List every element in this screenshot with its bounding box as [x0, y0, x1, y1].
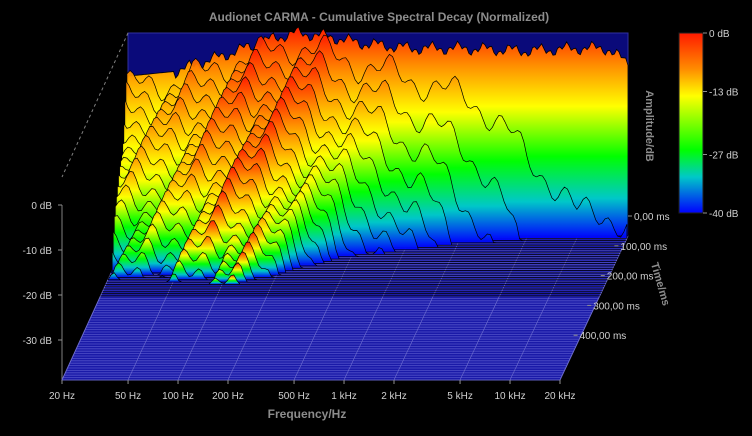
frequency-axis: 20 Hz 50 Hz 100 Hz 200 Hz 500 Hz 1 kHz 2 kHz 5 …: [49, 380, 576, 402]
floor-freq-line: [509, 235, 579, 381]
colorbar-legend: 0 dB -13 dB -27 dB -40 dB: [678, 29, 739, 220]
time-axis-label: Time/ms: [648, 261, 672, 307]
colorbar-tick-label: -27 dB: [709, 151, 739, 162]
t-tick-label: 300,00 ms: [593, 301, 640, 312]
colorbar-tick-label: -13 dB: [709, 88, 739, 99]
floor-freq-line: [293, 235, 362, 381]
y-tick-label: -30 dB: [23, 336, 53, 347]
x-tick-label: 10 kHz: [494, 391, 525, 402]
colorbar-gradient: [678, 32, 704, 214]
x-tick-label: 100 Hz: [162, 391, 194, 402]
x-tick-label: 20 kHz: [544, 391, 575, 402]
x-tick-label: 5 kHz: [447, 391, 473, 402]
y-tick-label: 0 dB: [31, 201, 52, 212]
y-axis-label: Amplitude/dB: [643, 90, 655, 162]
frame-edge: [61, 32, 129, 178]
decay-slice: [104, 274, 606, 285]
floor-freq-line: [559, 235, 629, 381]
colorbar-tick-label: -40 dB: [709, 209, 739, 220]
amplitude-axis: 0 dB -10 dB -20 dB -30 dB: [23, 201, 62, 347]
floor-freq-line: [343, 235, 412, 381]
colorbar-tick-label: 0 dB: [709, 29, 730, 40]
decay-slices: [100, 34, 628, 297]
y-tick-label: -10 dB: [23, 246, 53, 257]
t-tick-label: 100,00 ms: [620, 242, 667, 253]
x-tick-label: 200 Hz: [212, 391, 244, 402]
x-tick-label: 500 Hz: [278, 391, 310, 402]
chart-title: Audionet CARMA - Cumulative Spectral Dec…: [209, 10, 549, 24]
floor-freq-line: [459, 235, 528, 381]
x-axis-label: Frequency/Hz: [268, 407, 347, 421]
t-tick-label: 200,00 ms: [607, 272, 654, 283]
x-tick-label: 20 Hz: [49, 391, 75, 402]
time-axis: 0,00 ms 100,00 ms 200,00 ms 300,00 ms 400,00…: [573, 212, 670, 342]
floor-freq-line: [393, 235, 462, 381]
x-tick-label: 1 kHz: [331, 391, 357, 402]
t-tick-label: 0,00 ms: [634, 212, 670, 223]
x-tick-label: 2 kHz: [381, 391, 407, 402]
t-tick-label: 400,00 ms: [580, 331, 627, 342]
x-tick-label: 50 Hz: [115, 391, 141, 402]
y-tick-label: -20 dB: [23, 291, 53, 302]
